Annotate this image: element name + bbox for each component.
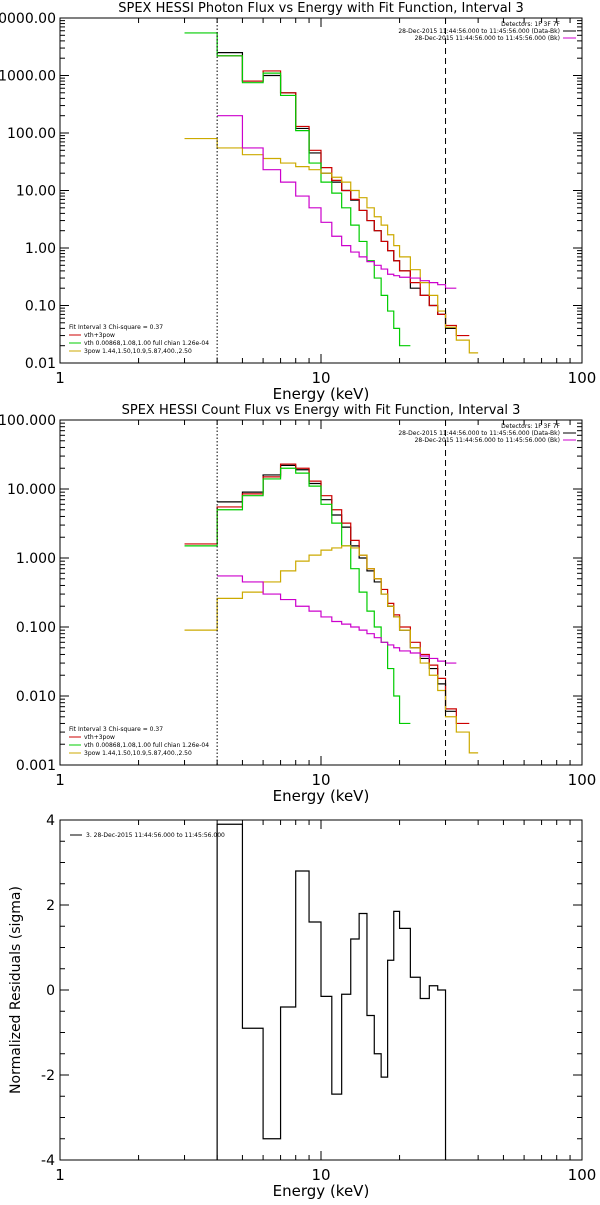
x-tick-label: 100 <box>568 1166 597 1184</box>
legend-entry: 28-Dec-2015 11:44:56.000 to 11:45:56.000… <box>398 430 560 437</box>
legend-entry: Fit Interval 3 Chi-square = 0.37 <box>69 324 163 331</box>
y-tick-label: 1.00 <box>25 241 56 257</box>
legend-entry: Detectors: 1F 3F 7F <box>501 21 560 28</box>
y-tick-label: 0.100 <box>16 620 56 636</box>
plot-area <box>184 18 479 363</box>
series-line-1 <box>184 463 470 725</box>
legend-entry: vth+3pow <box>84 332 115 339</box>
chart-title: SPEX HESSI Count Flux vs Energy with Fit… <box>122 403 521 418</box>
y-axis-label: Normalized Residuals (sigma) <box>8 886 24 1094</box>
plot-frame <box>59 17 583 364</box>
legend-entry: 3. 28-Dec-2015 11:44:56.000 to 11:45:56.… <box>86 832 225 839</box>
legend-entry: vth+3pow <box>84 734 115 741</box>
x-tick-label: 10 <box>311 771 330 789</box>
y-tick-label: 0.10 <box>25 299 56 315</box>
series-line-4 <box>217 575 457 664</box>
x-axis-label: Energy (keV) <box>273 787 370 805</box>
legend-entry: 28-Dec-2015 11:44:56.000 to 11:45:56.000… <box>398 28 560 35</box>
y-tick-label: 0.001 <box>16 758 56 774</box>
x-tick-label: 1 <box>55 771 65 789</box>
y-tick-label: 10.00 <box>16 184 56 200</box>
y-tick-label: 0 <box>46 983 55 999</box>
x-tick-label: 1 <box>55 369 65 387</box>
y-tick-label: 2 <box>46 898 55 914</box>
plot-area <box>216 823 447 1160</box>
y-tick-label: 4 <box>46 813 55 829</box>
series-line-4 <box>217 115 457 289</box>
legend-entry: 3pow 1.44,1.50,10.9,5.87,400.,2.50 <box>84 750 192 757</box>
y-tick-label: -4 <box>41 1153 55 1169</box>
y-tick-label: -2 <box>41 1068 55 1084</box>
x-tick-label: 10 <box>311 1166 330 1184</box>
legend-entry: vth 0.00868,1.08,1.00 full chian 1.26e-0… <box>84 340 209 347</box>
y-tick-label: 10000.00 <box>0 11 56 27</box>
plot-frame <box>59 419 583 766</box>
series-line-2 <box>184 467 411 725</box>
y-tick-label: 100.00 <box>7 126 56 142</box>
series-line-3 <box>184 137 479 354</box>
x-tick-label: 100 <box>568 369 597 387</box>
chart-title: SPEX HESSI Photon Flux vs Energy with Fi… <box>118 1 524 16</box>
series-line-3 <box>184 545 479 754</box>
x-tick-label: 100 <box>568 771 597 789</box>
x-tick-label: 10 <box>311 369 330 387</box>
residual-line <box>216 823 447 1160</box>
y-tick-label: 0.010 <box>16 689 56 705</box>
x-axis-label: Energy (keV) <box>273 385 370 403</box>
legend-entry: Detectors: 1F 3F 7F <box>501 423 560 430</box>
legend-entry: 28-Dec-2015 11:44:56.000 to 11:45:56.000… <box>415 35 560 42</box>
x-axis-label: Energy (keV) <box>273 1182 370 1200</box>
legend-entry: vth 0.00868,1.08,1.00 full chian 1.26e-0… <box>84 742 209 749</box>
plot-area <box>184 420 479 765</box>
y-tick-label: 10.000 <box>7 482 56 498</box>
legend-entry: Fit Interval 3 Chi-square = 0.37 <box>69 726 163 733</box>
series-line-0 <box>217 464 457 712</box>
y-tick-label: 100.000 <box>0 413 56 429</box>
legend-entry: 28-Dec-2015 11:44:56.000 to 11:45:56.000… <box>415 437 560 444</box>
series-line-1 <box>217 55 470 337</box>
y-tick-label: 1.000 <box>16 551 56 567</box>
series-line-2 <box>184 32 411 347</box>
legend-entry: 3pow 1.44,1.50,10.9,5.87,400.,2.50 <box>84 348 192 355</box>
y-tick-label: 0.01 <box>25 356 56 372</box>
y-tick-label: 1000.00 <box>0 69 56 85</box>
x-tick-label: 1 <box>55 1166 65 1184</box>
